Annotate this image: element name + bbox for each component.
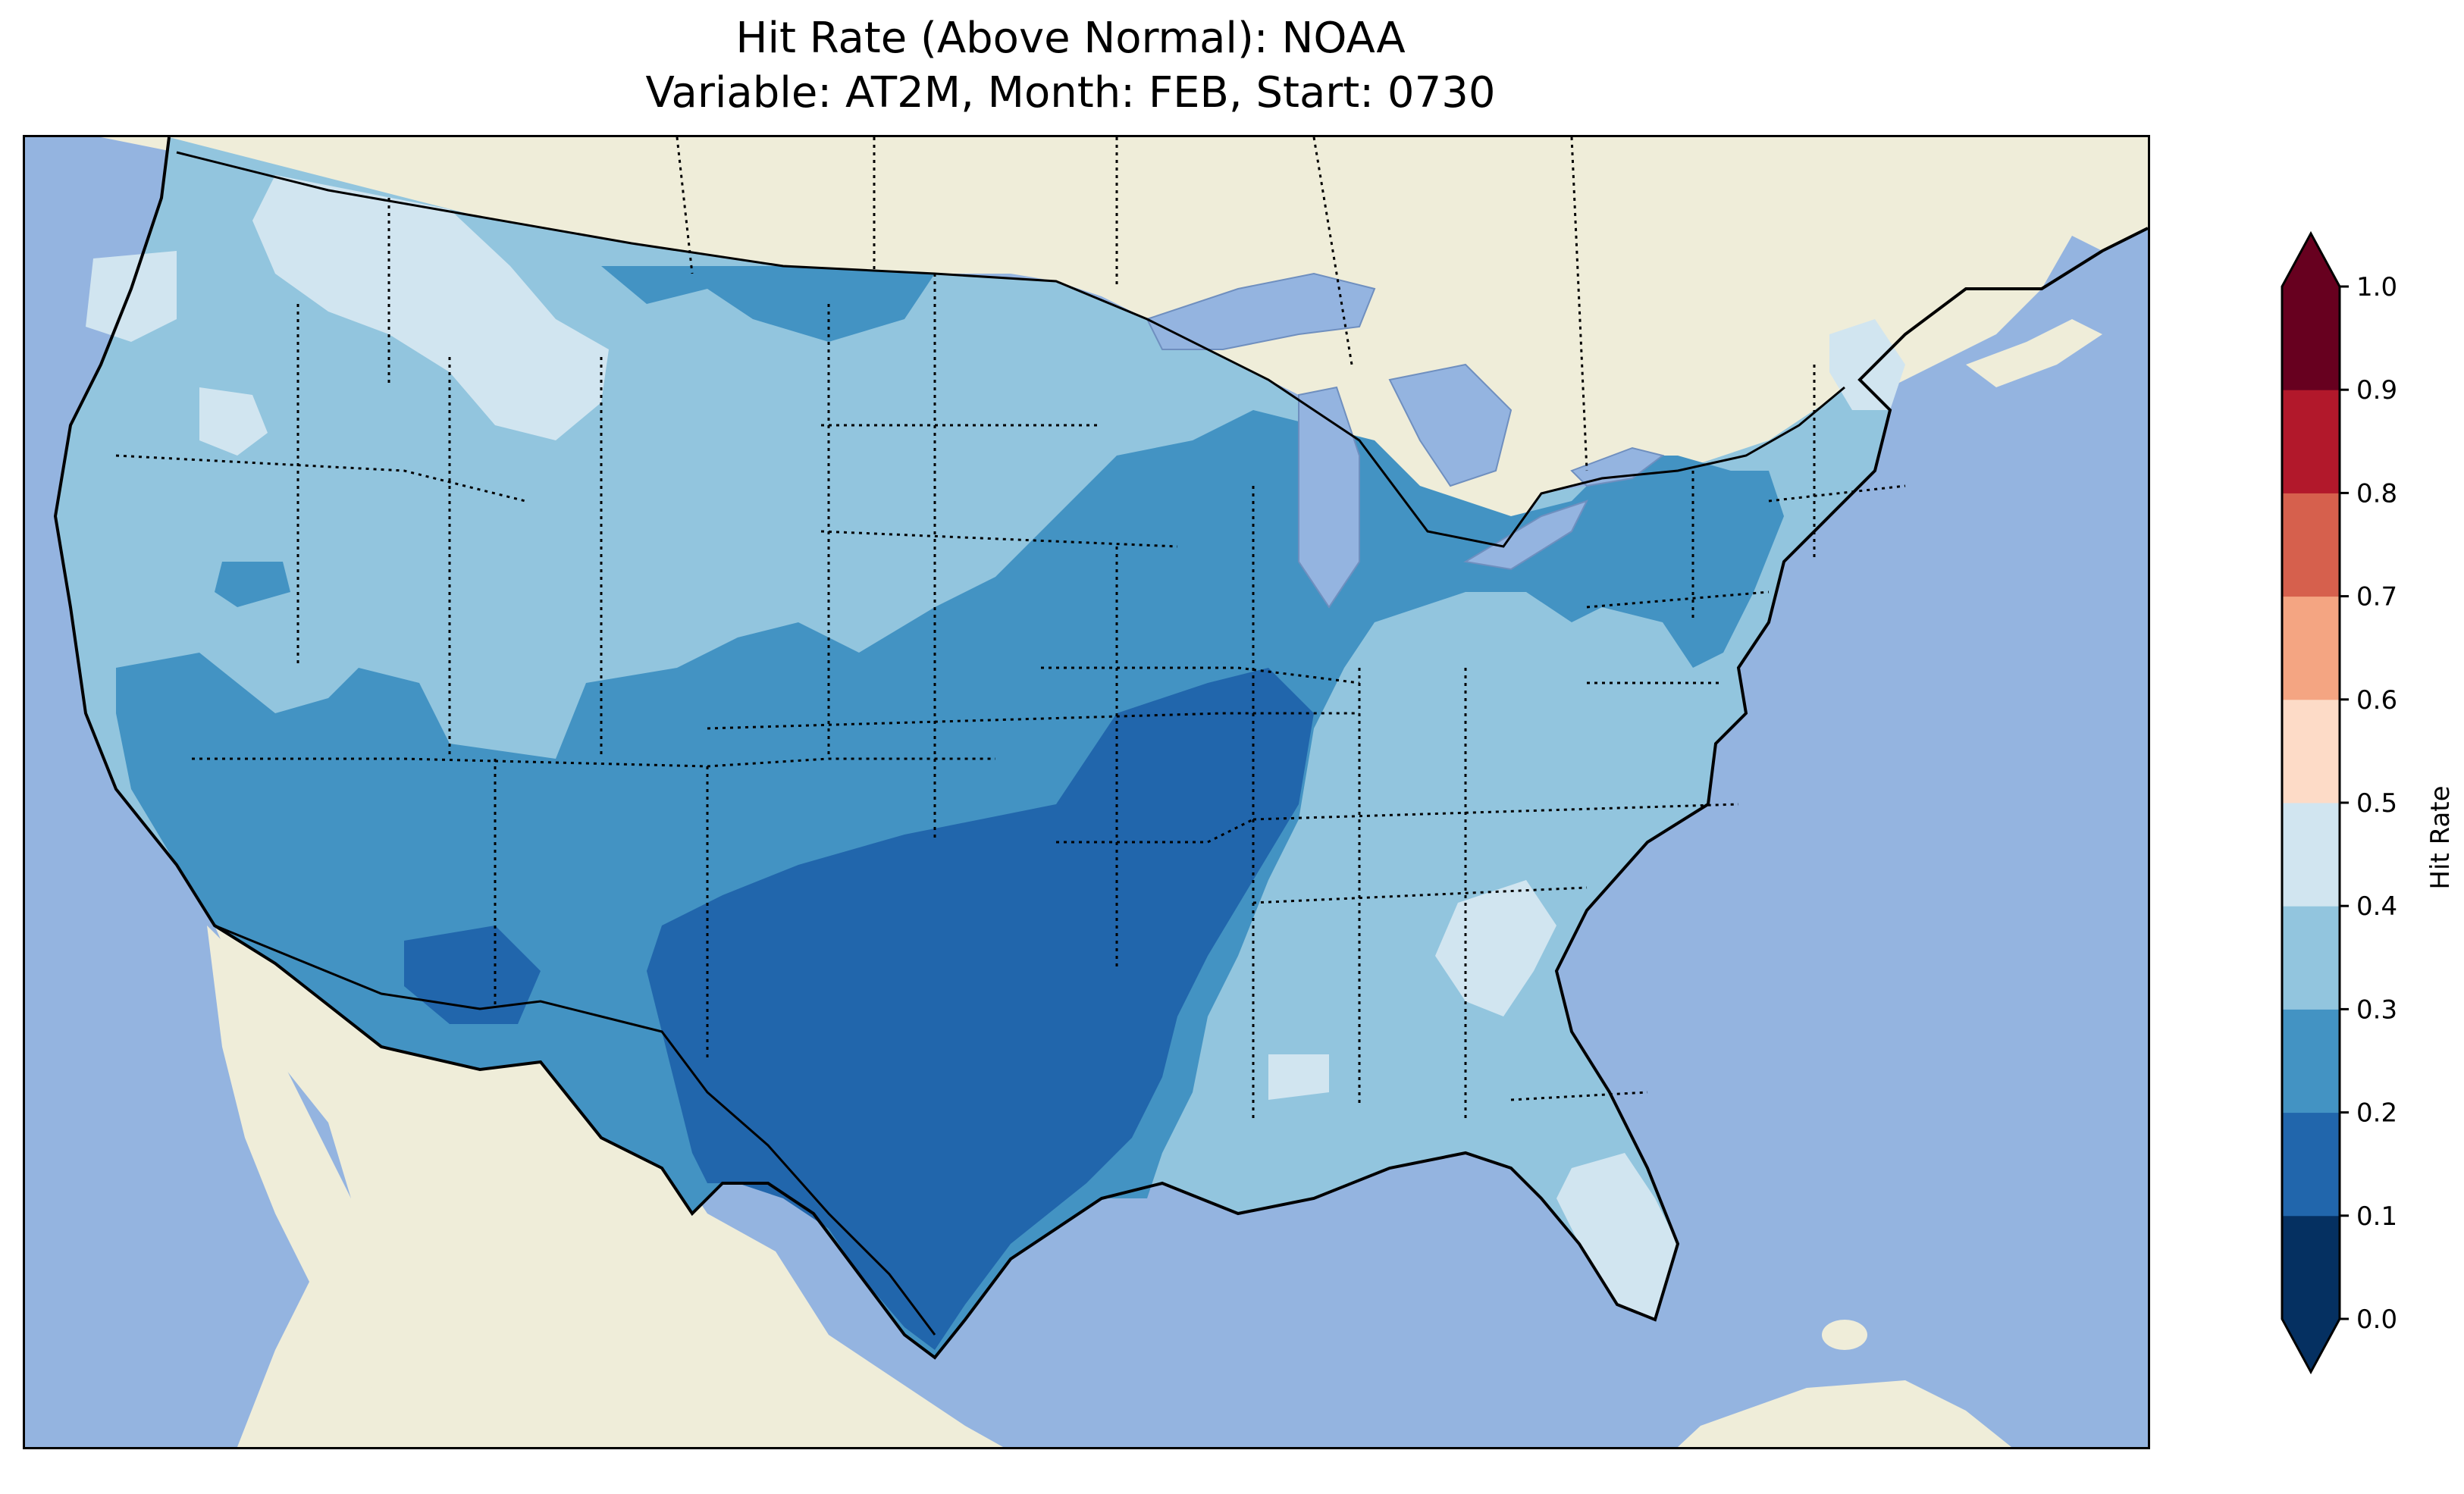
- state-line: [1570, 137, 1588, 471]
- state-line: [1312, 137, 1353, 365]
- state-line: [1252, 803, 1739, 821]
- us-mexico-border: [214, 924, 936, 1336]
- colorbar-tick-label: 0.2: [2356, 1098, 2397, 1129]
- state-line: [1768, 484, 1906, 503]
- colorbar-bin: [2282, 493, 2340, 597]
- colorbar-bin: [2282, 1112, 2340, 1217]
- florida-region: [1556, 1153, 1678, 1320]
- maritimes-land: [1966, 319, 2102, 387]
- us-hit-rate-regions: [55, 137, 1905, 1358]
- lake-erie: [1463, 500, 1588, 571]
- colorbar-tick-label: 1.0: [2356, 272, 2397, 302]
- map-panel: [23, 135, 2150, 1449]
- colorbar-tick-label: 0.1: [2356, 1201, 2397, 1232]
- colorbar-bin: [2282, 390, 2340, 493]
- cuba-land: [1678, 1380, 2011, 1447]
- map-title-line1: Hit Rate (Above Normal): NOAA: [735, 14, 1406, 63]
- map-canvas: [25, 137, 2148, 1447]
- us-canada-border: [176, 151, 1845, 548]
- northern-rockies-region: [252, 175, 609, 440]
- map-title-line2: Variable: AT2M, Month: FEB, Start: 0730: [645, 68, 1496, 117]
- colorbar-bin: [2282, 596, 2340, 700]
- colorbar-tick-label: 0.5: [2356, 788, 2397, 819]
- colorbar-label: Hit Rate: [2425, 785, 2456, 889]
- oregon-pocket-region: [199, 387, 268, 456]
- colorbar-ticks: 0.0 0.1 0.2 0.3 0.4 0.5 0.6 0.7 0.8 0.9 1.0: [2340, 272, 2397, 1335]
- colorbar-bin: [2282, 699, 2340, 803]
- colorbar-bin: [2282, 1009, 2340, 1113]
- colorbar-tick-label: 0.6: [2356, 685, 2397, 716]
- new-england-region: [1829, 319, 1905, 410]
- us-coastline: [53, 137, 2148, 1360]
- colorbar-tick-label: 0.7: [2356, 582, 2397, 612]
- colorbar-tick-label: 0.8: [2356, 478, 2397, 509]
- colorbar-under-triangle: [2282, 1319, 2340, 1372]
- state-line: [1056, 818, 1254, 844]
- colorbar-tick-label: 0.0: [2356, 1305, 2397, 1335]
- baja-land: [207, 926, 434, 1447]
- lake-michigan: [1298, 386, 1360, 609]
- washington-pocket-region: [86, 251, 177, 342]
- colorbar-over-triangle: [2282, 233, 2340, 287]
- colorbar-bin: [2282, 287, 2340, 390]
- georgia-pocket-region: [1435, 880, 1556, 1016]
- colorbar-bins: [2282, 287, 2340, 1320]
- state-line: [676, 137, 694, 274]
- colorbar-tick-label: 0.9: [2356, 375, 2397, 406]
- state-line: [1041, 666, 1360, 684]
- state-line: [1252, 886, 1588, 904]
- state-line: [1586, 590, 1770, 609]
- lake-huron: [1388, 363, 1513, 487]
- southern-plains-region: [647, 668, 1314, 1350]
- colorbar-tick-label: 0.3: [2356, 994, 2397, 1025]
- colorbar-tick-label: 0.4: [2356, 891, 2397, 922]
- lake-superior: [1146, 272, 1376, 350]
- state-line: [707, 712, 1359, 730]
- state-line: [820, 530, 1178, 548]
- arizona-pocket-region: [404, 926, 541, 1024]
- montana-east-region: [601, 266, 935, 342]
- mexico-land: [215, 926, 1003, 1447]
- nevada-pocket-region: [215, 562, 290, 607]
- colorbar-bin: [2282, 906, 2340, 1010]
- colorbar-bin: [2282, 1215, 2340, 1320]
- borders: [53, 137, 2148, 1360]
- colorbar-bin: [2282, 803, 2340, 907]
- state-line: [1510, 1091, 1648, 1101]
- alabama-pocket-region: [1268, 1054, 1329, 1100]
- bahamas-island: [1822, 1320, 1867, 1350]
- state-line: [115, 454, 526, 503]
